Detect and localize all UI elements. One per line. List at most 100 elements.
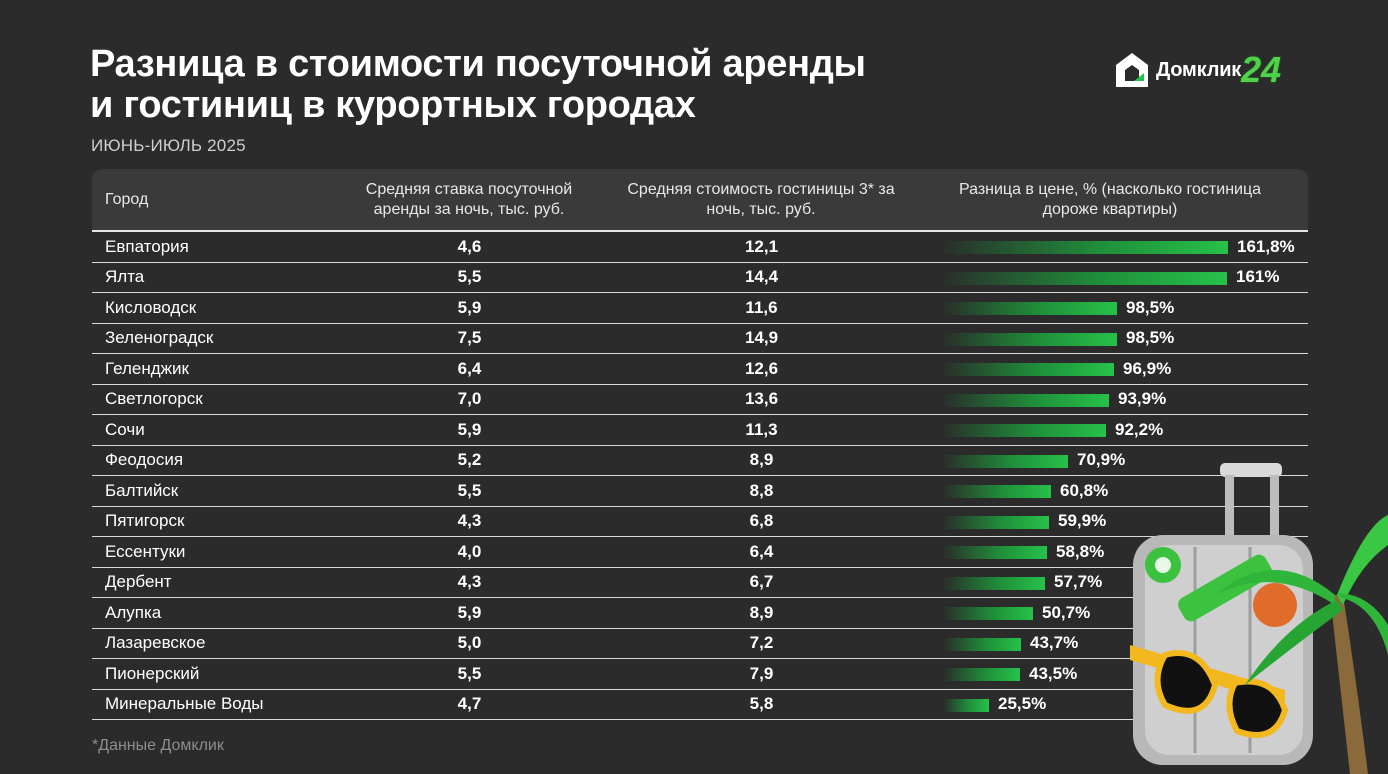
table-row: Светлогорск 7,0 13,6 93,9% [92,385,1308,415]
cell-hotel: 12,1 [744,236,779,256]
diff-label: 25,5% [998,694,1047,714]
table-row: Геленджик 6,4 12,6 96,9% [92,354,1308,385]
diff-bar [944,546,1047,559]
diff-bar [944,302,1117,315]
col-header-hotel: Средняя стоимость гостиницы 3* за ночь, … [627,180,895,218]
cell-hotel: 12,6 [744,358,779,378]
table-row: Пятигорск 4,3 6,8 59,9% [92,507,1308,537]
cell-hotel: 8,9 [749,450,774,470]
diff-label: 50,7% [1042,602,1091,622]
diff-bar [944,576,1045,590]
diff-label: 93,9% [1118,389,1167,409]
period-subtitle: ИЮНЬ-ИЮЛЬ 2025 [91,136,246,155]
table-row: Балтийск 5,5 8,8 60,8% [92,476,1308,507]
diff-label: 98,5% [1126,297,1175,317]
diff-label: 70,9% [1077,450,1126,470]
cell-rent: 4,3 [457,572,482,592]
page-title: Разница в стоимости посуточной аренды и … [90,44,866,126]
diff-bar-cell: 43,7% [944,629,1308,659]
diff-label: 59,9% [1058,511,1107,531]
logo-text: Домклик [1156,58,1242,81]
cell-rent: 4,6 [457,236,482,256]
diff-label: 60,8% [1060,480,1109,500]
suitcase-palm-illustration [1130,463,1388,774]
title-line-2: и гостиниц в курортных городах [90,84,696,126]
cell-rent: 5,9 [457,297,482,317]
diff-bar [944,241,1228,254]
diff-bar-cell: 161,8% [944,232,1308,262]
diff-bar-cell: 70,9% [944,446,1308,476]
table-row: Минеральные Воды 4,7 5,8 25,5% [92,690,1308,720]
table-body: Евпатория 4,6 12,1 161,8% Ялта 5,5 14,4 161% Кис… [92,232,1308,720]
diff-label: 92,2% [1115,419,1164,439]
diff-bar-cell: 93,9% [944,385,1308,415]
cell-hotel: 14,9 [744,328,779,348]
cell-rent: 5,5 [457,267,482,287]
table-row: Ялта 5,5 14,4 161% [92,263,1308,293]
cell-hotel: 11,3 [745,419,778,439]
diff-bar [944,363,1114,376]
cell-rent: 5,2 [457,450,482,470]
cell-city: Балтийск [105,480,179,500]
footnote: *Данные Домклик [92,737,224,754]
cell-hotel: 13,6 [744,389,779,409]
diff-bar-cell: 59,9% [944,507,1308,537]
diff-label: 43,7% [1030,633,1079,653]
title-line-1: Разница в стоимости посуточной аренды [90,43,866,85]
cell-city: Дербент [105,572,172,592]
diff-bar-cell: 25,5% [944,690,1308,720]
diff-bar [944,607,1033,620]
cell-city: Кисловодск [105,297,197,317]
diff-bar [944,424,1106,437]
table-header: Город Средняя ставка посуточной аренды з… [92,169,1308,232]
cell-hotel: 8,8 [749,480,774,500]
cell-hotel: 6,4 [749,541,774,561]
comparison-table: Город Средняя ставка посуточной аренды з… [92,169,1308,720]
diff-bar-cell: 57,7% [944,568,1308,598]
cell-city: Ялта [105,267,145,287]
diff-bar-cell: 92,2% [944,415,1308,445]
cell-city: Феодосия [105,450,184,470]
cell-city: Пионерский [105,663,200,683]
diff-bar [944,332,1117,346]
diff-bar-cell: 60,8% [944,476,1308,506]
cell-rent: 4,3 [457,511,482,531]
cell-city: Ессентуки [105,541,186,561]
diff-bar [944,515,1049,529]
table-row: Лазаревское 5,0 7,2 43,7% [92,629,1308,659]
cell-city: Светлогорск [105,389,203,409]
table-row: Сочи 5,9 11,3 92,2% [92,415,1308,446]
cell-hotel: 8,9 [749,602,774,622]
diff-label: 98,5% [1126,328,1175,348]
diff-bar [944,393,1109,407]
cell-rent: 4,7 [457,694,482,714]
cell-rent: 6,4 [457,358,482,378]
cell-hotel: 14,4 [744,267,779,287]
brand-logo: Домклик 24 [1114,50,1281,90]
diff-bar [944,454,1068,468]
cell-city: Алупка [105,602,162,622]
table-row: Ессентуки 4,0 6,4 58,8% [92,537,1308,568]
cell-city: Сочи [105,419,145,439]
diff-label: 58,8% [1056,541,1105,561]
diff-bar-cell: 50,7% [944,598,1308,628]
cell-hotel: 7,9 [749,663,774,683]
diff-label: 161,8% [1237,236,1295,256]
cell-rent: 4,0 [457,541,482,561]
table-row: Пионерский 5,5 7,9 43,5% [92,659,1308,690]
table-row: Евпатория 4,6 12,1 161,8% [92,232,1308,263]
cell-city: Геленджик [105,358,189,378]
cell-rent: 5,5 [457,663,482,683]
diff-bar-cell: 43,5% [944,659,1308,689]
diff-label: 96,9% [1123,358,1172,378]
cell-rent: 7,0 [457,389,482,409]
diff-bar [944,637,1021,651]
cell-hotel: 11,6 [745,297,778,317]
diff-bar [944,668,1020,681]
diff-label: 57,7% [1054,572,1103,592]
cell-rent: 5,5 [457,480,482,500]
cell-city: Евпатория [105,236,189,256]
cell-rent: 5,9 [457,419,482,439]
col-header-diff: Разница в цене, % (насколько гостиница д… [958,180,1262,218]
cell-hotel: 5,8 [749,694,774,714]
